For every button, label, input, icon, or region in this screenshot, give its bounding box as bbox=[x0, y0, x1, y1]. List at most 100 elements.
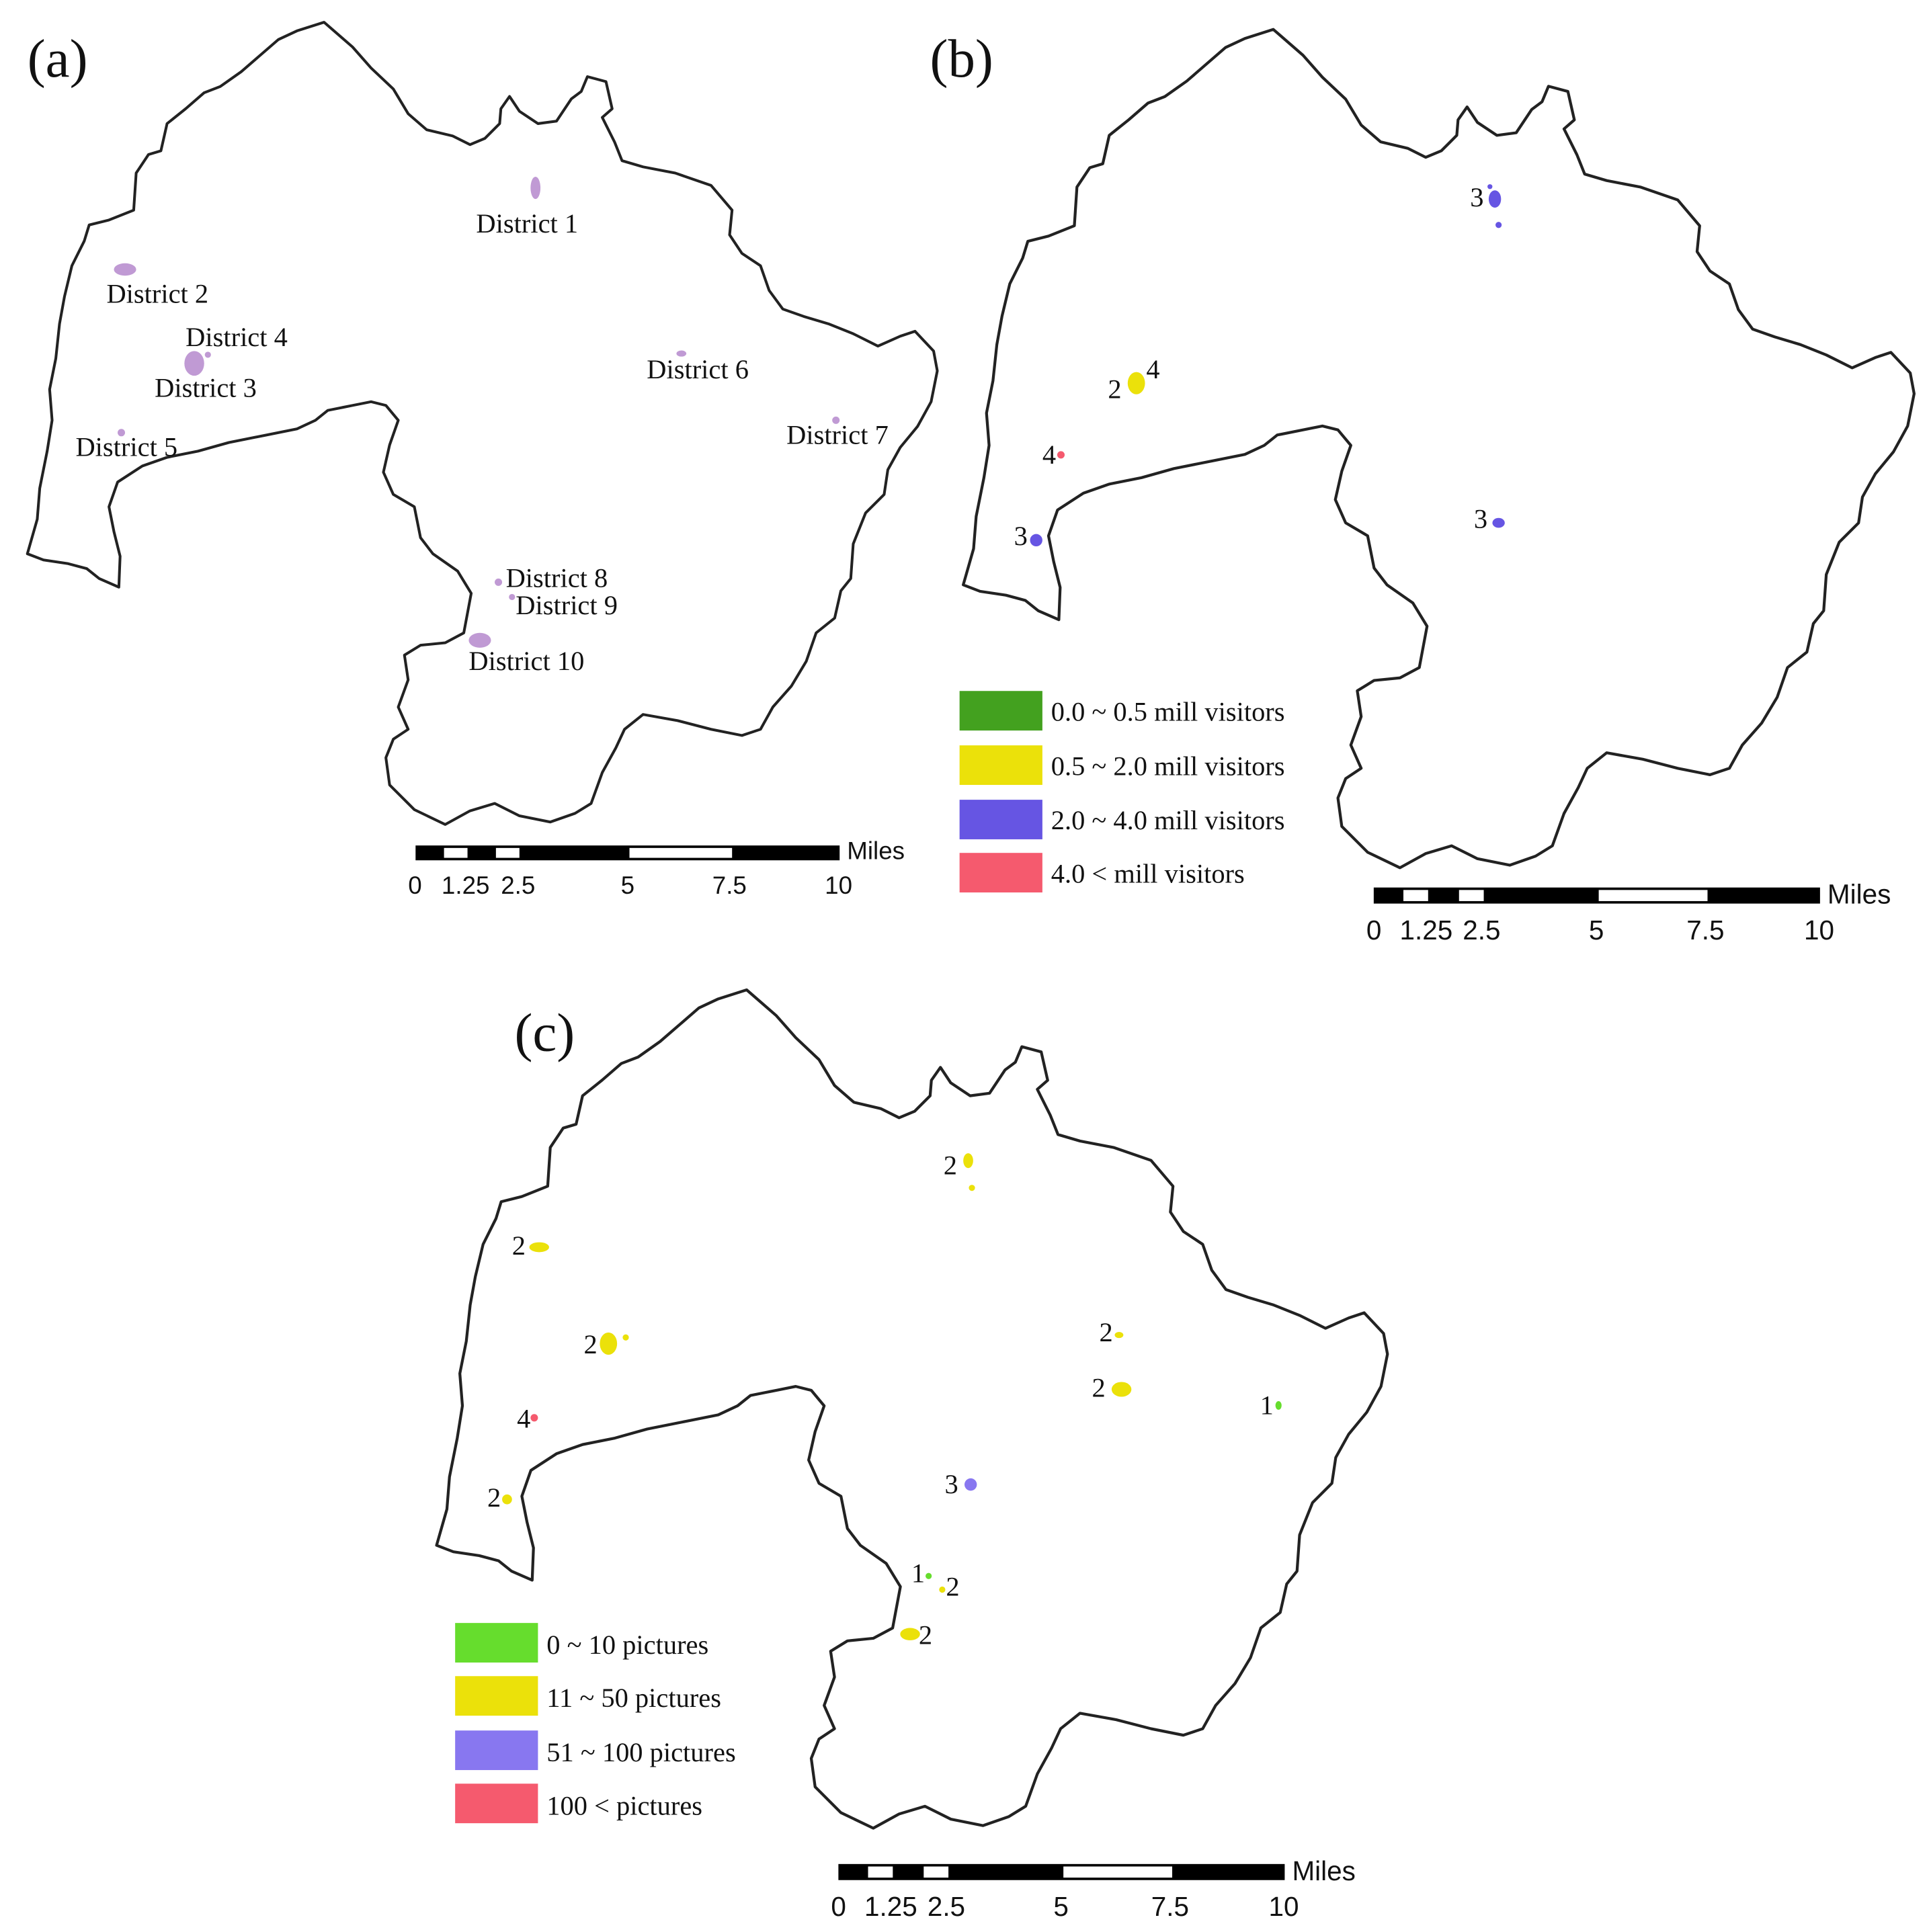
legend-label: 2.0 ~ 4.0 mill visitors bbox=[1051, 805, 1285, 835]
scale-tick-3: 5 bbox=[621, 872, 634, 899]
scale-tick-5: 10 bbox=[825, 872, 852, 899]
legend-item: 0.0 ~ 0.5 mill visitors bbox=[959, 691, 1285, 731]
picture-marker-district-6 bbox=[1114, 1331, 1124, 1339]
visitor-marker-district-1-dot bbox=[1495, 222, 1502, 228]
picture-class-label: 2 bbox=[487, 1482, 501, 1513]
picture-class-label: 1 bbox=[911, 1558, 925, 1588]
district-5-marker bbox=[118, 429, 126, 437]
visitor-marker-district-1 bbox=[1488, 190, 1502, 208]
legend-label: 51 ~ 100 pictures bbox=[546, 1737, 735, 1767]
panel-a-label: (a) bbox=[28, 28, 88, 89]
legend-item: 4.0 < mill visitors bbox=[959, 853, 1245, 893]
picture-marker-district-6b bbox=[1111, 1382, 1132, 1397]
panel-b-label: (b) bbox=[930, 28, 993, 89]
picture-marker-district-9 bbox=[926, 1572, 932, 1579]
panel-c: (c) 2 2 2 4 2 2 1 3 1 bbox=[437, 990, 1388, 1922]
scale-tick-4: 7.5 bbox=[1686, 915, 1724, 946]
legend-swatch bbox=[455, 1676, 538, 1716]
scale-tick-5: 10 bbox=[1268, 1891, 1299, 1922]
scale-tick-4: 7.5 bbox=[1151, 1891, 1189, 1922]
picture-class-label: 2 bbox=[512, 1230, 526, 1261]
legend-item: 0 ~ 10 pictures bbox=[455, 1623, 708, 1663]
picture-marker-district-3 bbox=[600, 1332, 618, 1355]
district-3-marker bbox=[184, 351, 204, 376]
scale-tick-1: 1.25 bbox=[442, 872, 490, 899]
picture-class-label: 2 bbox=[946, 1572, 959, 1602]
district-7-label: District 7 bbox=[786, 419, 889, 450]
scale-tick-3: 5 bbox=[1589, 915, 1604, 946]
panel-c-legend: 0 ~ 10 pictures 11 ~ 50 pictures 51 ~ 10… bbox=[455, 1623, 736, 1824]
panel-c-marker-labels: 2 2 2 4 2 2 1 3 1 2 2 2 bbox=[487, 1150, 1274, 1650]
visitor-class-label: 3 bbox=[1014, 521, 1028, 551]
visitor-class-label: 3 bbox=[1474, 503, 1487, 534]
picture-marker-district-12 bbox=[502, 1494, 512, 1505]
district-5-label: District 5 bbox=[75, 432, 177, 462]
visitor-class-label: 3 bbox=[1470, 182, 1483, 212]
legend-swatch bbox=[959, 745, 1042, 786]
picture-marker-district-8 bbox=[964, 1478, 977, 1491]
picture-marker-district-1-dot bbox=[969, 1185, 975, 1191]
panel-b: (b) 3 4 2 4 3 3 0.0 ~ 0.5 mill visitors bbox=[930, 28, 1914, 946]
district-4-marker bbox=[204, 351, 211, 358]
district-9-marker bbox=[509, 593, 516, 601]
visitor-class-label: 4 bbox=[1042, 439, 1056, 470]
picture-marker-district-3-dot bbox=[622, 1334, 629, 1341]
picture-class-label: 2 bbox=[1092, 1373, 1105, 1403]
district-8-label: District 8 bbox=[506, 563, 608, 593]
panel-c-markers bbox=[502, 1153, 1282, 1640]
legend-label: 0.5 ~ 2.0 mill visitors bbox=[1051, 751, 1285, 781]
scale-unit: Miles bbox=[1292, 1855, 1355, 1886]
scale-tick-4: 7.5 bbox=[712, 872, 747, 899]
district-3-label: District 3 bbox=[155, 372, 257, 403]
district-10-label: District 10 bbox=[468, 646, 584, 676]
scale-unit: Miles bbox=[847, 837, 905, 864]
visitor-marker-district-1-dot2 bbox=[1487, 184, 1493, 190]
visitor-marker-district-7 bbox=[1492, 517, 1505, 528]
picture-class-label: 2 bbox=[583, 1329, 597, 1359]
scale-tick-2: 2.5 bbox=[501, 872, 535, 899]
district-2-marker bbox=[114, 263, 136, 276]
district-9-label: District 9 bbox=[516, 590, 618, 620]
scale-tick-0: 0 bbox=[1366, 915, 1381, 946]
scale-unit: Miles bbox=[1828, 879, 1891, 910]
legend-swatch bbox=[959, 691, 1042, 731]
visitor-class-label: 2 bbox=[1108, 374, 1121, 404]
picture-class-label: 1 bbox=[1260, 1390, 1274, 1420]
visitor-marker-district-5 bbox=[1057, 451, 1065, 459]
panel-a-district-markers bbox=[114, 177, 840, 648]
picture-class-label: 2 bbox=[944, 1150, 957, 1180]
panel-b-region-outline bbox=[963, 30, 1914, 868]
panel-a: (a) District 1 District 2 District 4 Dis… bbox=[28, 22, 938, 899]
picture-class-label: 2 bbox=[1099, 1317, 1112, 1347]
legend-swatch bbox=[959, 800, 1042, 839]
legend-swatch bbox=[455, 1783, 538, 1824]
picture-class-label: 4 bbox=[517, 1404, 530, 1434]
legend-item: 2.0 ~ 4.0 mill visitors bbox=[959, 800, 1285, 839]
legend-item: 51 ~ 100 pictures bbox=[455, 1730, 736, 1771]
picture-marker-district-2 bbox=[529, 1242, 549, 1253]
panel-b-markers bbox=[1030, 184, 1505, 547]
legend-label: 0.0 ~ 0.5 mill visitors bbox=[1051, 696, 1285, 726]
district-6-marker bbox=[676, 350, 687, 357]
legend-item: 11 ~ 50 pictures bbox=[455, 1676, 721, 1716]
picture-class-label: 3 bbox=[945, 1469, 958, 1499]
scale-tick-2: 2.5 bbox=[928, 1891, 965, 1922]
picture-marker-district-9b bbox=[939, 1586, 946, 1593]
panel-a-scale-bar: Miles 0 1.25 2.5 5 7.5 10 bbox=[408, 837, 905, 899]
district-7-marker bbox=[832, 416, 840, 424]
panel-c-scale-bar: Miles 0 1.25 2.5 5 7.5 10 bbox=[831, 1855, 1356, 1922]
scale-tick-5: 10 bbox=[1804, 915, 1834, 946]
scale-tick-1: 1.25 bbox=[864, 1891, 917, 1922]
picture-marker-district-1 bbox=[963, 1153, 973, 1169]
scale-tick-0: 0 bbox=[408, 872, 421, 899]
scale-tick-2: 2.5 bbox=[1463, 915, 1500, 946]
panel-b-marker-labels: 3 4 2 4 3 3 bbox=[1014, 182, 1487, 551]
legend-item: 100 < pictures bbox=[455, 1783, 702, 1824]
legend-label: 11 ~ 50 pictures bbox=[546, 1683, 721, 1713]
visitor-class-label: 4 bbox=[1146, 354, 1159, 384]
district-6-label: District 6 bbox=[647, 354, 749, 384]
district-10-marker bbox=[468, 632, 491, 648]
picture-marker-district-10 bbox=[900, 1628, 920, 1640]
visitor-marker-district-3 bbox=[1127, 372, 1145, 394]
legend-swatch bbox=[455, 1623, 538, 1663]
